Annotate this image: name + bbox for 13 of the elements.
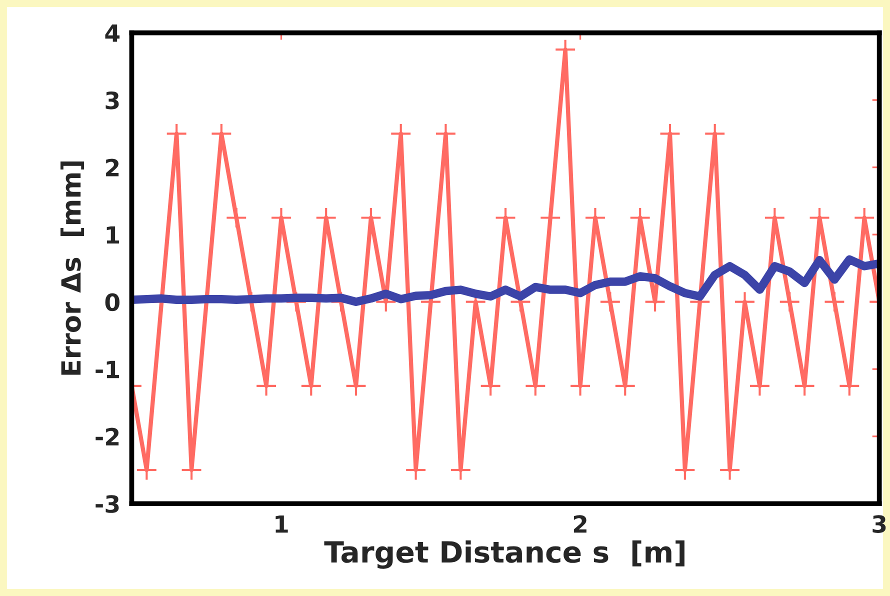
y-tick-label: -1 [96, 360, 119, 378]
x-axis-title: Target Distance s [m] [324, 540, 684, 569]
y-tick-label: 2 [106, 158, 119, 176]
x-tick-label: 3 [872, 515, 886, 534]
y-tick-label: 0 [105, 293, 120, 312]
y-tick-label: -2 [96, 428, 119, 446]
y-axis-title: Error Δs [mm] [60, 161, 84, 375]
y-tick-label: 1 [106, 226, 119, 244]
x-tick-label: 1 [276, 515, 288, 533]
y-tick-label: 4 [105, 24, 120, 42]
y-tick-label: -3 [96, 495, 119, 513]
y-tick-label: 3 [106, 91, 119, 110]
x-tick-label: 2 [574, 515, 586, 533]
